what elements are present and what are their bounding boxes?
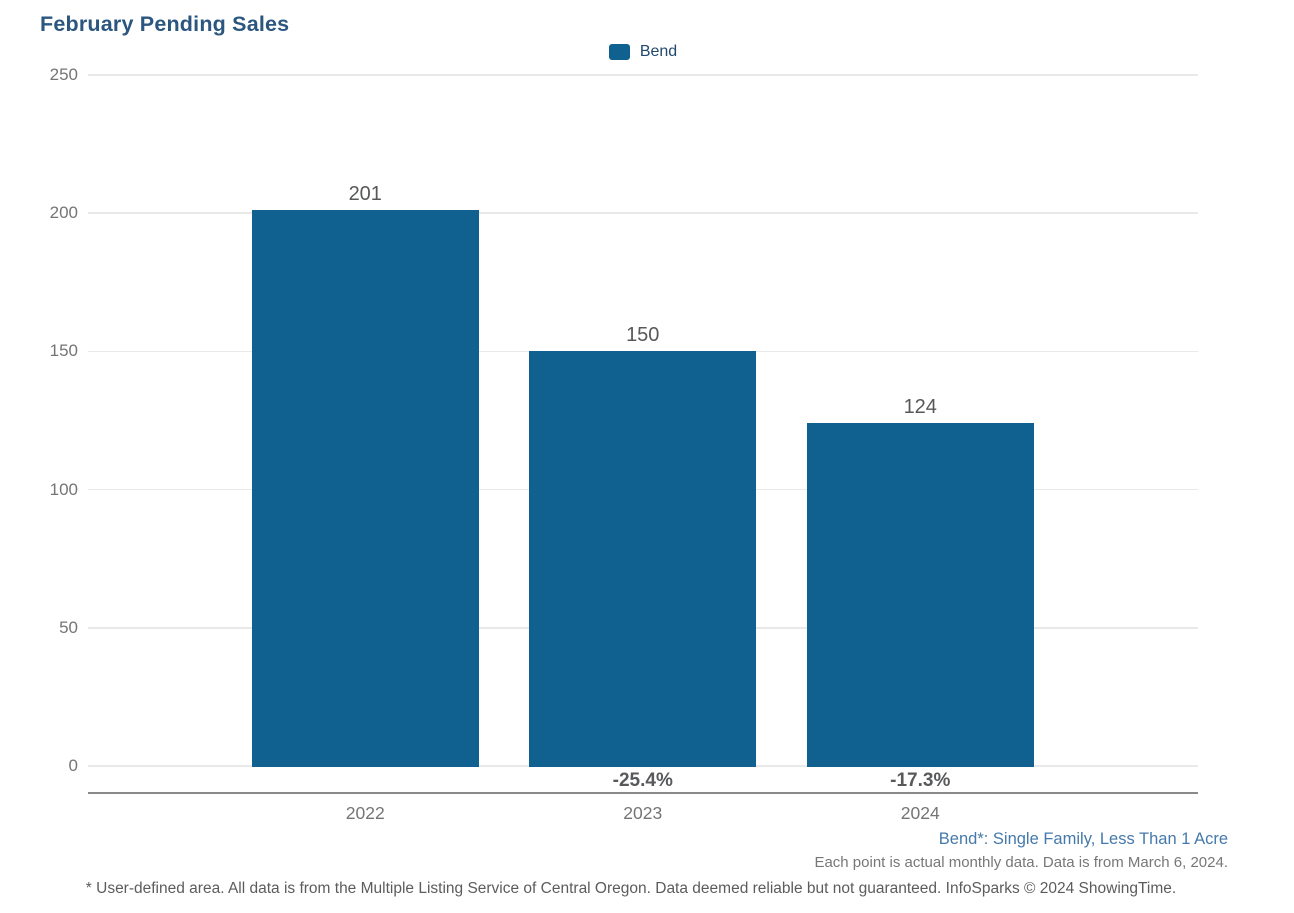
bar-value-label: 150 xyxy=(626,324,660,347)
y-axis-tick-label: 150 xyxy=(49,341,78,361)
bar-2024[interactable] xyxy=(806,423,1034,767)
y-axis-tick-label: 250 xyxy=(49,65,78,84)
gridline-200 xyxy=(88,212,1198,214)
legend-swatch-icon xyxy=(608,44,630,60)
footnote-disclaimer: * User-defined area. All data is from th… xyxy=(85,880,1177,897)
bar-2023[interactable] xyxy=(529,351,757,767)
x-axis-tick-label: 2024 xyxy=(900,803,940,823)
page-title: February Pending Sales xyxy=(40,12,290,36)
x-axis-line xyxy=(88,791,1198,794)
y-axis-tick-label: 0 xyxy=(68,756,78,775)
footnote-right-block: Bend*: Single Family, Less Than 1 Acre E… xyxy=(328,827,1228,874)
y-axis-tick-label: 50 xyxy=(59,617,78,637)
x-axis-tick-label: 2023 xyxy=(623,803,663,823)
legend-item-bend[interactable]: Bend xyxy=(608,43,678,61)
bar-2022[interactable] xyxy=(251,210,479,767)
legend-label: Bend xyxy=(639,43,678,60)
y-axis-tick-label: 200 xyxy=(49,203,78,223)
gridline-250 xyxy=(88,74,1198,76)
legend: Bend xyxy=(88,43,1198,61)
footnote-data-note: Each point is actual monthly data. Data … xyxy=(814,854,1228,871)
bar-pct-change-label: -17.3% xyxy=(890,770,951,791)
x-axis-tick-label: 2022 xyxy=(345,803,385,823)
bar-value-label: 124 xyxy=(903,396,937,419)
bar-pct-change-label: -25.4% xyxy=(612,770,673,791)
y-axis-tick-label: 100 xyxy=(49,479,78,499)
bar-value-label: 201 xyxy=(348,183,382,206)
footnote-series-definition: Bend*: Single Family, Less Than 1 Acre xyxy=(938,830,1228,848)
